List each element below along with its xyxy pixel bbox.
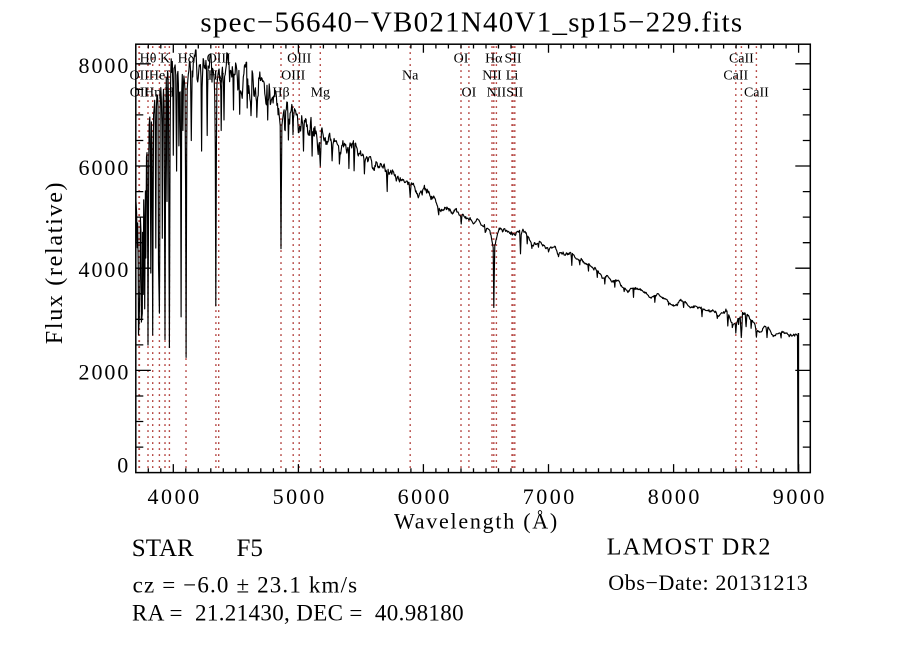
svg-text:Obs−Date: 20131213: Obs−Date: 20131213 [608, 570, 808, 595]
svg-text:F5: F5 [237, 535, 263, 562]
svg-text:HeI: HeI [149, 69, 170, 84]
svg-text:Na: Na [402, 69, 419, 84]
svg-text:OI: OI [454, 52, 469, 67]
svg-text:CaII: CaII [723, 69, 748, 84]
svg-text:LAMOST DR2: LAMOST DR2 [607, 535, 772, 561]
svg-text:Hα: Hα [485, 52, 503, 67]
svg-text:Hη: Hη [144, 86, 161, 101]
svg-text:NII: NII [482, 69, 502, 84]
svg-text:OIII: OIII [281, 69, 305, 84]
svg-text:OIII: OIII [207, 52, 231, 67]
svg-text:SII: SII [506, 86, 523, 101]
svg-text:NII: NII [487, 86, 507, 101]
svg-text:OII: OII [130, 86, 150, 101]
svg-text:Li: Li [506, 69, 519, 84]
svg-text:cz = −6.0 ± 23.1 km/s: cz = −6.0 ± 23.1 km/s [133, 573, 359, 598]
svg-text:CaII: CaII [744, 86, 769, 101]
svg-text:2000: 2000 [79, 359, 129, 384]
svg-text:SII: SII [504, 52, 521, 67]
svg-text:K: K [160, 52, 170, 67]
svg-text:0: 0 [117, 453, 128, 478]
svg-text:CaII: CaII [729, 52, 754, 67]
svg-text:Hδ: Hδ [178, 52, 195, 67]
svg-text:RA = 21.21430, DEC = 40.9818: RA = 21.21430, DEC = 40.98180 [132, 601, 464, 626]
svg-text:Wavelength (Å): Wavelength (Å) [394, 509, 559, 534]
svg-text:Hθ: Hθ [140, 52, 157, 67]
svg-text:H: H [164, 86, 174, 101]
svg-text:OII: OII [129, 69, 149, 84]
svg-text:4000: 4000 [79, 257, 129, 282]
svg-text:8000: 8000 [79, 53, 129, 78]
svg-text:OI: OI [462, 86, 477, 101]
svg-text:STAR: STAR [132, 535, 194, 562]
svg-text:spec−56640−VB021N40V1_sp15−229: spec−56640−VB021N40V1_sp15−229.fits [200, 7, 743, 39]
svg-text:Flux (relative): Flux (relative) [42, 181, 68, 344]
svg-text:Mg: Mg [311, 86, 330, 101]
svg-text:6000: 6000 [79, 155, 129, 180]
svg-text:OIII: OIII [287, 52, 311, 67]
